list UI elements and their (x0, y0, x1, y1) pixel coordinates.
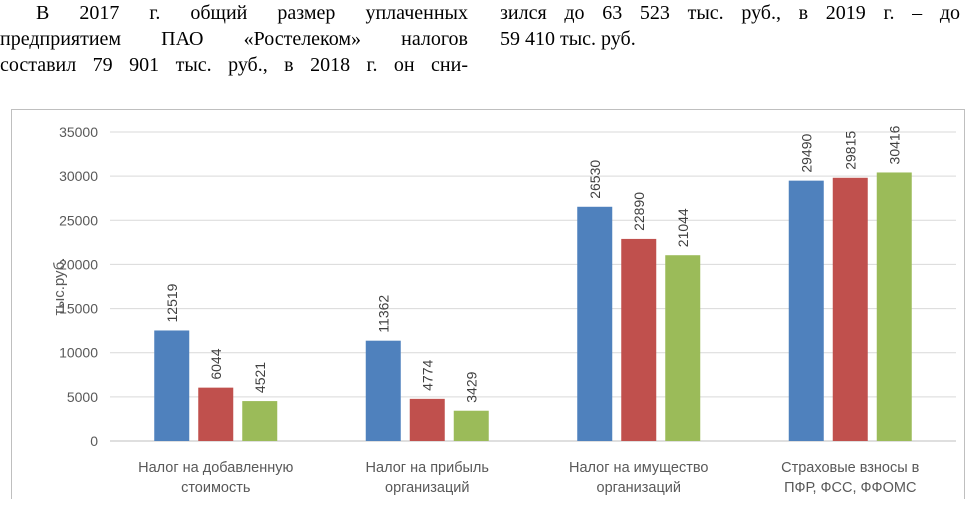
data-label: 21044 (675, 208, 691, 247)
bar-chart: 0 5000 10000 15000 20000 25000 30000 35000 тыс.р… (51, 124, 956, 496)
y-tick-label: 10000 (59, 345, 98, 361)
paragraph-right-column: зился до 63 523 тыс. руб., в 2019 г. – д… (500, 0, 960, 52)
y-tick-label: 25000 (59, 212, 98, 228)
data-label: 29815 (842, 131, 858, 170)
data-label: 29490 (798, 134, 814, 173)
bar-2019-3 (876, 172, 912, 442)
chart-area: 0 5000 10000 15000 20000 25000 30000 35000 тыс.р… (11, 109, 965, 499)
bar-2018-1 (409, 398, 445, 441)
x-tick-label: Страховые взносы в (781, 460, 920, 476)
y-tick-label: 0 (90, 433, 98, 449)
x-tick-label: организаций (597, 480, 682, 496)
bar-2017-3 (788, 180, 824, 441)
paragraph-left-column: В 2017 г. общий размер уплаченных предпр… (0, 0, 468, 78)
y-tick-label: 5000 (67, 389, 98, 405)
data-label: 11362 (375, 295, 391, 333)
y-axis-title: тыс.руб. (51, 258, 68, 316)
x-tick-label: организаций (385, 480, 470, 496)
y-tick-label: 35000 (59, 124, 98, 140)
x-tick-label: Налог на добавленную (138, 460, 293, 476)
bar-2018-0 (198, 387, 234, 441)
y-tick-label: 30000 (59, 168, 98, 184)
data-label: 22890 (631, 192, 647, 231)
data-label: 3429 (463, 371, 479, 402)
paragraph-line: В 2017 г. общий размер уплаченных (36, 2, 468, 24)
paragraph-line: зился до 63 523 тыс. руб., в 2019 г. – д… (500, 2, 960, 24)
paragraph-line: составил 79 901 тыс. руб., в 2018 г. он … (0, 54, 468, 76)
paragraph-line: 59 410 тыс. руб. (500, 28, 636, 50)
y-tick-label: 20000 (59, 256, 98, 272)
x-tick-label: стоимость (181, 480, 250, 496)
x-tick-label: ПФР, ФСС, ФФОМС (784, 480, 916, 496)
data-label: 6044 (208, 348, 224, 379)
bar-2017-0 (154, 330, 190, 441)
bar-2018-2 (621, 238, 657, 441)
y-tick-label: 15000 (59, 301, 98, 317)
data-label: 26530 (587, 160, 603, 199)
bar-2019-0 (242, 401, 278, 441)
x-tick-label: Налог на прибыль (366, 460, 489, 476)
bar-2017-2 (577, 206, 613, 441)
bar-2017-1 (365, 340, 401, 441)
data-label: 30416 (886, 125, 902, 164)
paragraph-line: предприятием ПАО «Ростелеком» налогов (0, 28, 468, 50)
data-label: 4521 (252, 362, 268, 393)
x-tick-label: Налог на имущество (569, 460, 708, 476)
data-label: 4774 (419, 359, 435, 390)
data-label: 12519 (164, 283, 180, 322)
bar-2019-2 (665, 255, 701, 441)
bar-2019-1 (453, 410, 489, 441)
bar-2018-3 (832, 177, 868, 441)
